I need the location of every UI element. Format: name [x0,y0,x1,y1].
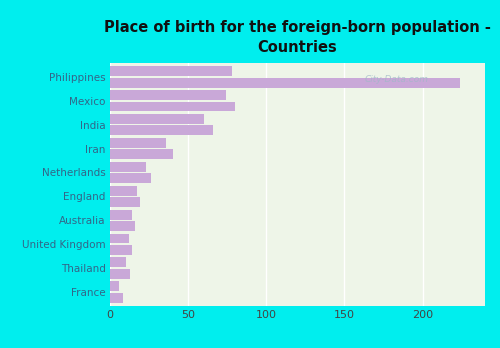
Bar [110,197,140,207]
Bar [110,114,204,124]
Bar [110,138,166,148]
Bar [110,66,232,76]
Bar [110,102,235,111]
Bar [110,234,129,244]
Bar [110,78,460,88]
Bar [110,258,126,267]
Bar [110,149,172,159]
Bar [110,173,150,183]
Bar [110,125,213,135]
Text: City-Data.com: City-Data.com [365,75,429,84]
Title: Place of birth for the foreign-born population -
Countries: Place of birth for the foreign-born popu… [104,20,491,55]
Bar [110,90,226,100]
Bar [110,221,135,231]
Bar [110,269,130,279]
Bar [110,162,146,172]
Bar [110,209,132,220]
Bar [110,293,122,302]
Bar [110,186,136,196]
Bar [110,281,120,291]
Bar [110,245,132,255]
